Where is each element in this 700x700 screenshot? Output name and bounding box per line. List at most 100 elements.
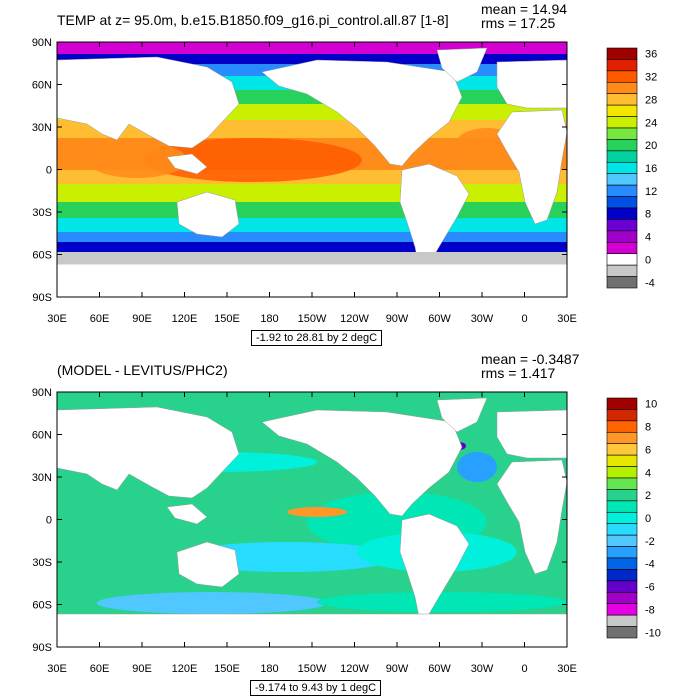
colorbar-swatch [606,591,638,605]
colorbar-swatch [606,70,638,83]
rms-stat: rms = 1.417 [481,365,556,381]
lon-tick-label: 60E [90,663,110,675]
lat-tick-label: 60S [32,600,52,612]
colorbar-swatch [606,276,638,289]
colorbar-label: 2 [645,490,651,502]
lat-tick-label: 0 [46,165,52,177]
lon-tick-label: 30W [471,313,494,325]
lon-tick-label: 90E [132,313,152,325]
colorbar-swatch [606,431,638,445]
lon-tick-label: 30E [557,313,577,325]
lat-tick-label: 90N [32,387,52,399]
colorbar-swatch [606,523,638,536]
colorbar-swatch [606,603,638,616]
colorbar-swatch [606,59,638,72]
ocean-field [57,42,567,297]
lat-tick-label: 60N [32,430,52,442]
colorbar-swatch [606,466,638,479]
colorbar-label: 0 [645,513,651,525]
lat-tick-label: 60N [32,80,52,92]
lon-tick-label: 30E [47,313,67,325]
lon-tick-label: 90W [386,313,409,325]
panel-title: TEMP at z= 95.0m, b.e15.B1850.f09_g16.pi… [57,12,449,28]
lon-tick-label: 60E [90,313,110,325]
colorbar-label: 4 [645,467,651,479]
colorbar-swatch [606,264,638,277]
colorbar-swatch [606,241,638,255]
lon-tick-label: 0 [521,663,527,675]
lat-tick-label: 30S [32,207,52,219]
lon-tick-label: 60W [428,663,451,675]
colorbar-swatch [606,569,638,582]
colorbar-swatch [606,127,638,140]
colorbar-swatch [606,626,638,639]
colorbar-swatch [606,580,638,593]
lon-tick-label: 150E [214,663,240,675]
lon-tick-label: 180 [260,313,278,325]
lon-tick-label: 150E [214,313,240,325]
lat-tick-label: 90N [32,37,52,49]
temperature-map: 90N 60N 30N 0 30S 60S 90S 30E 60E 90E 120E 150E 180 1… [32,37,657,325]
colorbar-swatch [606,253,638,266]
colorbar-swatch [606,184,638,197]
contour-range-label: -1.92 to 28.81 by 2 degC [251,330,383,346]
colorbar-label: 28 [645,94,657,106]
colorbar-label: 6 [645,444,651,456]
colorbar-label: 24 [645,117,657,129]
colorbar-label: -4 [645,559,655,571]
panel-title: (MODEL - LEVITUS/PHC2) [57,362,228,378]
lon-tick-label: 0 [521,313,527,325]
lat-tick-label: 0 [46,515,52,527]
colorbar-swatch [606,409,638,422]
lat-tick-label: 30S [32,557,52,569]
difference-map: 90N 60N 30N 0 30S 60S 90S 30E 60E 90E 120E 150E 180 1… [32,387,661,675]
colorbar-label: 36 [645,49,657,61]
colorbar-swatch [606,219,638,232]
colorbar-swatch [606,397,638,410]
colorbar-swatch [606,196,638,209]
lon-tick-label: 180 [260,663,278,675]
colorbar-swatch [606,93,638,106]
colorbar-swatch [606,150,638,163]
lon-tick-label: 120E [172,313,198,325]
colorbar-label: 20 [645,140,657,152]
colorbar-label: 12 [645,186,657,198]
colorbar-swatch [606,489,638,502]
lat-tick-label: 60S [32,250,52,262]
colorbar-swatch [606,534,638,547]
colorbar-swatch [606,116,638,129]
colorbar-label: 8 [645,209,651,221]
colorbar-swatch [606,500,638,513]
lat-tick-label: 90S [32,642,52,654]
lon-tick-label: 60W [428,313,451,325]
mean-stat: mean = 14.94 [481,1,568,17]
colorbar-label: 0 [645,254,651,266]
ocean-field [57,392,567,647]
colorbar-label: 4 [645,232,651,244]
colorbar-swatch [606,443,638,456]
colorbar-swatch [606,557,638,570]
colorbar-swatch [606,614,638,627]
colorbar-label: -10 [645,627,661,639]
colorbar-swatch [606,104,638,117]
colorbar-swatch [606,454,638,467]
colorbar-label: -8 [645,604,655,616]
lat-tick-label: 30N [32,122,52,134]
lon-tick-label: 150W [298,313,327,325]
lon-tick-label: 30E [47,663,67,675]
lon-tick-label: 90E [132,663,152,675]
colorbar-swatch [606,207,638,220]
colorbar-swatch [606,230,638,243]
mean-stat: mean = -0.3487 [481,351,580,367]
colorbar-label: -6 [645,582,655,594]
rms-stat: rms = 17.25 [481,15,556,31]
difference-panel: (MODEL - LEVITUS/PHC2) mean = -0.3487 rm… [0,350,700,698]
colorbar-swatch [606,546,638,559]
colorbar-swatch [606,420,638,433]
colorbar-label: -4 [645,277,655,289]
colorbar-label: 32 [645,72,657,84]
lat-tick-label: 90S [32,292,52,304]
colorbar-label: 16 [645,163,657,175]
lon-tick-label: 120W [340,313,369,325]
colorbar-swatch [606,139,638,152]
